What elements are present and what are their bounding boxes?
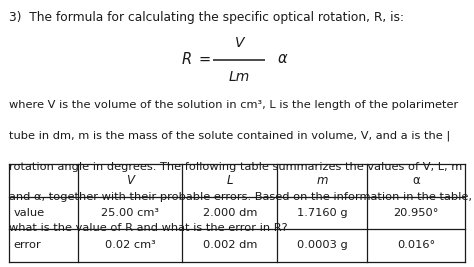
Text: error: error (13, 240, 41, 250)
Text: $\alpha$: $\alpha$ (277, 51, 289, 66)
Text: Lm: Lm (229, 70, 250, 84)
Text: value: value (13, 208, 45, 218)
Text: V: V (235, 36, 244, 50)
Text: 0.0003 g: 0.0003 g (297, 240, 348, 250)
Text: 3)  The formula for calculating the specific optical rotation, R, is:: 3) The formula for calculating the speci… (9, 11, 403, 24)
Text: and α, together with their probable errors. Based on the information in the tabl: and α, together with their probable erro… (9, 192, 472, 202)
Text: rotation angle in degrees. The following table summarizes the values of V, L, m: rotation angle in degrees. The following… (9, 162, 462, 171)
Text: 0.016°: 0.016° (397, 240, 436, 250)
Text: 20.950°: 20.950° (394, 208, 439, 218)
Text: V: V (127, 174, 134, 187)
Text: 0.002 dm: 0.002 dm (203, 240, 257, 250)
Text: 1.7160 g: 1.7160 g (297, 208, 347, 218)
Text: where V is the volume of the solution in cm³, L is the length of the polarimeter: where V is the volume of the solution in… (9, 100, 458, 110)
Text: 25.00 cm³: 25.00 cm³ (101, 208, 159, 218)
Text: α: α (412, 174, 420, 187)
Text: 2.000 dm: 2.000 dm (203, 208, 257, 218)
Text: 0.02 cm³: 0.02 cm³ (105, 240, 156, 250)
Text: m: m (317, 174, 328, 187)
Text: tube in dm, m is the mass of the solute contained in volume, V, and a is the |: tube in dm, m is the mass of the solute … (9, 131, 450, 141)
Text: L: L (227, 174, 233, 187)
Text: $R\ =$: $R\ =$ (181, 51, 211, 67)
Text: what is the value of R and what is the error in R?: what is the value of R and what is the e… (9, 223, 287, 233)
